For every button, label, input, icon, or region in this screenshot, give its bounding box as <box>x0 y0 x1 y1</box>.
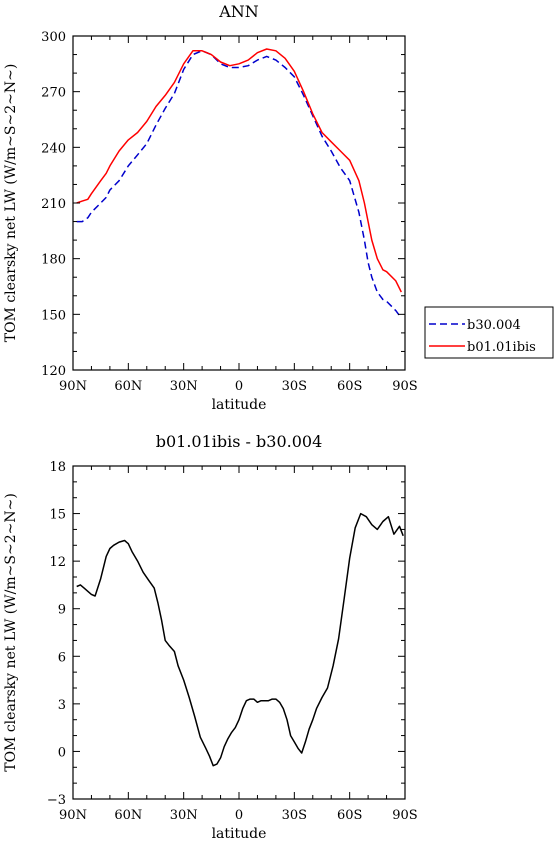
y-tick-label: 9 <box>58 603 66 618</box>
x-tick-label: 30S <box>282 379 307 394</box>
series-group <box>76 512 404 767</box>
series-line-difference <box>76 512 404 767</box>
chart-title: ANN <box>218 2 259 21</box>
x-tick-label: 30N <box>170 808 198 823</box>
top-panel: 90N 60N 30N 0 30S 60S 90S 120 150 180 210 240 270 300… <box>3 2 554 413</box>
y-tick-label: 6 <box>58 650 66 665</box>
x-axis-title: latitude <box>212 826 267 842</box>
x-tick-label: 30N <box>170 379 198 394</box>
x-tick-label: 90N <box>59 379 87 394</box>
y-tick-label: 300 <box>41 30 66 45</box>
y-tick-label: 120 <box>41 364 66 379</box>
series-line-b30-004 <box>76 50 402 319</box>
y-tick-label: 210 <box>41 197 66 212</box>
chart-title: b01.01ibis - b30.004 <box>156 432 323 451</box>
legend-label: b30.004 <box>467 318 521 333</box>
x-tick-label: 0 <box>235 808 243 823</box>
legend: b30.004 b01.01ibis <box>424 306 554 359</box>
series-line-b01-01ibis <box>76 48 402 293</box>
legend-label: b01.01ibis <box>467 340 536 355</box>
y-tick-label: 12 <box>49 555 66 570</box>
y-axis-title: TOM clearsky net LW (W/m~S~2~N~) <box>3 493 19 772</box>
y-tick-label: 0 <box>58 745 66 760</box>
series-group <box>76 48 402 319</box>
x-tick-label: 90N <box>59 808 87 823</box>
y-tick-label: 180 <box>41 253 66 268</box>
x-tick-label: 90S <box>392 808 417 823</box>
x-tick-label: 90S <box>392 379 417 394</box>
y-tick-label: 240 <box>41 141 66 156</box>
y-tick-label: 18 <box>49 460 66 475</box>
x-tick-label: 60S <box>337 808 362 823</box>
y-tick-label: 270 <box>41 86 66 101</box>
x-axis-title: latitude <box>212 397 267 413</box>
y-tick-label: 3 <box>58 698 66 713</box>
x-tick-label: 30S <box>282 808 307 823</box>
x-tick-label: 0 <box>235 379 243 394</box>
y-axis-title: TOM clearsky net LW (W/m~S~2~N~) <box>3 64 19 343</box>
x-tick-label: 60S <box>337 379 362 394</box>
y-tick-label: 150 <box>41 308 66 323</box>
plot-frame <box>72 35 406 371</box>
y-tick-label: 15 <box>49 508 66 523</box>
plot-frame <box>72 465 406 800</box>
y-tick-label: −3 <box>47 793 66 808</box>
legend-box <box>424 306 554 359</box>
x-tick-label: 60N <box>114 379 142 394</box>
x-tick-label: 60N <box>114 808 142 823</box>
bottom-panel: 90N 60N 30N 0 30S 60S 90S −3 0 3 6 9 12 15 18 b01.01ibi… <box>3 432 418 842</box>
